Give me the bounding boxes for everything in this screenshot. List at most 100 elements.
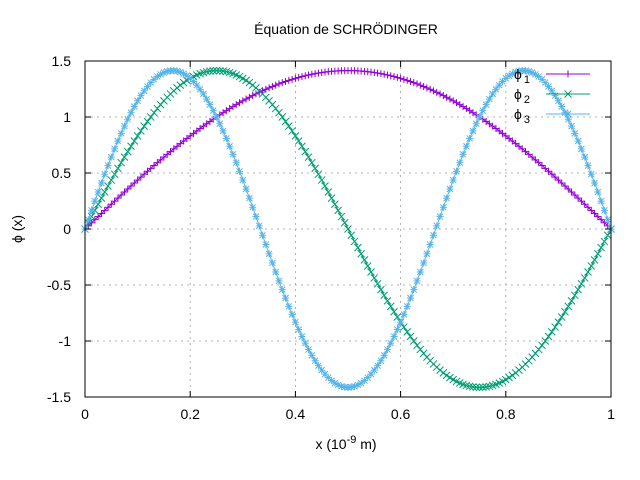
data-point-phi-1 [308,70,316,78]
y-tick-label: 0.5 [52,165,72,181]
data-point-phi-1 [406,78,414,86]
data-point-phi-1 [120,188,128,196]
x-axis-label-unit: m) [356,436,376,452]
data-point-phi-3 [242,185,250,193]
data-point-phi-2 [551,323,559,331]
data-point-phi-3 [117,129,125,137]
data-point-phi-3 [206,101,214,109]
data-point-phi-2 [327,194,336,202]
data-point-phi-3 [275,277,283,285]
data-point-phi-2 [442,371,451,380]
data-point-phi-1 [400,75,408,83]
data-point-phi-3 [558,103,566,111]
data-point-phi-3 [545,82,553,90]
data-point-phi-2 [245,78,254,87]
data-point-phi-3 [84,216,92,224]
data-point-phi-3 [140,87,148,95]
data-point-phi-1 [150,162,158,170]
data-point-phi-2 [350,237,359,246]
data-point-phi-1 [548,170,556,178]
data-point-phi-1 [272,81,280,89]
data-point-phi-2 [278,113,287,121]
data-point-phi-2 [219,67,227,75]
data-point-phi-2 [386,302,395,311]
data-point-phi-1 [291,74,299,82]
data-point-phi-1 [380,70,388,78]
data-point-phi-2 [472,383,481,392]
data-point-phi-2 [584,268,592,276]
tick-labels: 0 0.2 0.4 0.6 0.8 1 -1.5 -1 -0.5 0 0.5 1 1.5 [47,53,615,422]
legend-marker [564,90,572,98]
data-point-phi-1 [262,85,270,93]
data-point-phi-2 [107,176,116,184]
data-point-phi-3 [120,122,128,130]
data-point-phi-2 [603,231,612,240]
data-point-phi-3 [390,333,398,341]
series-phi-3 [81,67,615,391]
data-point-phi-1 [383,71,391,79]
data-point-phi-2 [393,313,402,321]
data-point-phi-3 [259,231,267,239]
data-point-phi-2 [547,328,556,336]
x-tick-label: 1 [607,406,615,422]
data-point-phi-3 [134,97,142,105]
data-point-phi-3 [393,325,401,333]
data-point-phi-3 [107,153,115,161]
data-point-phi-2 [337,212,346,221]
data-point-phi-3 [245,194,253,202]
data-point-phi-3 [436,213,444,221]
data-point-phi-3 [249,203,257,211]
data-point-phi-1 [288,75,296,83]
data-point-phi-3 [124,115,132,123]
y-tick-label: -0.5 [47,277,71,293]
x-tick-label: 0.6 [391,406,411,422]
data-point-phi-2 [439,368,448,377]
data-point-phi-1 [117,191,125,199]
data-point-phi-3 [268,259,276,267]
data-point-phi-2 [100,188,109,196]
data-point-phi-3 [439,203,447,211]
data-point-phi-3 [239,176,247,184]
series-layer [81,66,615,392]
data-point-phi-3 [499,78,507,86]
data-point-phi-2 [409,337,418,345]
data-point-phi-1 [561,182,569,190]
data-point-phi-2 [150,108,158,117]
data-point-phi-3 [581,153,589,161]
data-point-phi-2 [127,142,135,151]
data-point-phi-3 [452,167,460,175]
data-point-phi-2 [403,328,412,336]
data-point-phi-2 [281,117,290,126]
legend: ϕ 1ϕ 2ϕ 3 [514,66,590,126]
data-point-phi-3 [587,170,595,178]
data-point-phi-2 [360,256,369,264]
data-point-phi-3 [255,222,263,230]
data-point-phi-1 [295,73,303,81]
data-point-phi-2 [114,164,122,173]
data-point-phi-3 [594,188,602,196]
data-point-phi-3 [600,206,608,214]
data-point-phi-3 [400,310,408,318]
data-point-phi-1 [545,167,553,175]
data-point-phi-3 [288,310,296,318]
data-point-phi-1 [538,162,546,170]
data-point-phi-2 [271,104,280,113]
data-point-phi-1 [541,164,549,172]
data-point-phi-2 [140,122,149,130]
data-point-phi-2 [133,132,142,140]
data-point-phi-2 [330,200,339,209]
data-point-phi-1 [456,101,464,109]
data-point-phi-1 [591,209,599,217]
data-point-phi-2 [561,307,569,316]
data-point-phi-1 [236,99,244,107]
data-point-phi-2 [321,182,329,190]
data-point-phi-2 [202,67,211,76]
data-point-phi-1 [568,188,576,196]
data-point-phi-3 [213,113,220,121]
data-point-phi-2 [505,373,513,382]
data-point-phi-2 [363,262,372,270]
data-point-phi-3 [229,150,237,158]
